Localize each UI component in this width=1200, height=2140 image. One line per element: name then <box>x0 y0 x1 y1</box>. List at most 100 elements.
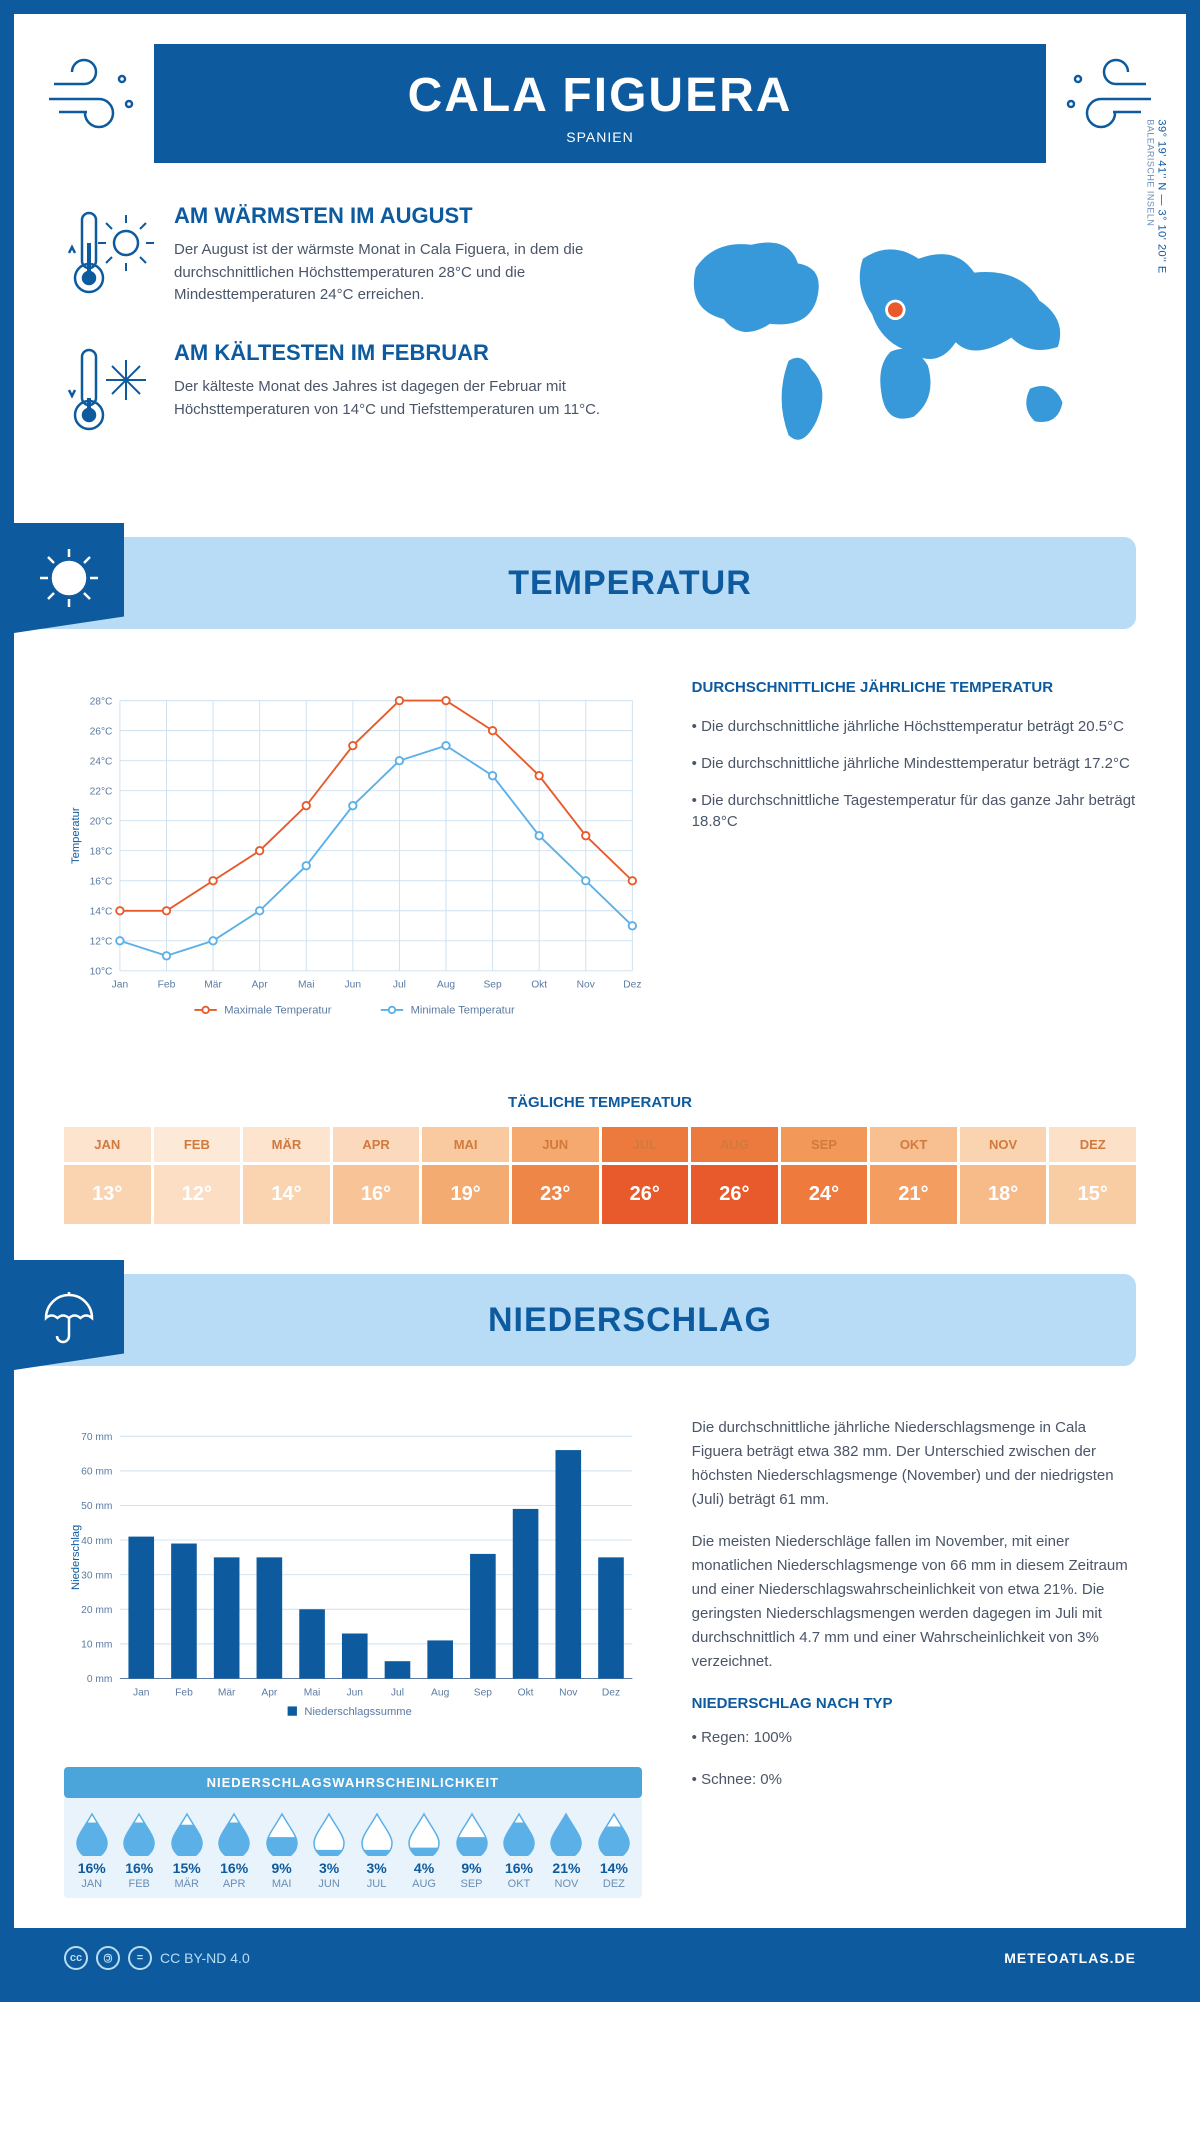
svg-text:Nov: Nov <box>559 1687 578 1698</box>
coldest-title: AM KÄLTESTEN IM FEBRUAR <box>174 340 605 366</box>
coordinates: 39° 19' 41'' N — 3° 10' 20'' E BALEARISC… <box>1145 119 1167 273</box>
wind-icon <box>1056 54 1156 139</box>
svg-text:50 mm: 50 mm <box>81 1501 112 1512</box>
prob-cell: 14% DEZ <box>592 1812 635 1890</box>
svg-text:Niederschlagssumme: Niederschlagssumme <box>304 1706 411 1718</box>
prob-cell: 16% FEB <box>117 1812 160 1890</box>
location-country: SPANIEN <box>194 129 1006 145</box>
daily-temp-value: 24° <box>781 1165 868 1224</box>
sun-icon <box>14 523 124 633</box>
svg-text:22°C: 22°C <box>90 786 113 797</box>
daily-temp-value: 15° <box>1049 1165 1136 1224</box>
svg-text:Sep: Sep <box>483 980 502 991</box>
temp-bullet: • Die durchschnittliche jährliche Höchst… <box>692 716 1136 737</box>
location-title: CALA FIGUERA <box>194 68 1006 123</box>
thermometer-hot-icon <box>64 203 154 308</box>
svg-text:Feb: Feb <box>158 980 176 991</box>
svg-text:20 mm: 20 mm <box>81 1605 112 1616</box>
temp-info-heading: DURCHSCHNITTLICHE JÄHRLICHE TEMPERATUR <box>692 679 1136 696</box>
svg-text:Jul: Jul <box>391 1687 404 1698</box>
daily-temp-value: 18° <box>960 1165 1047 1224</box>
svg-text:Mär: Mär <box>218 1687 236 1698</box>
cc-icon: cc <box>64 1946 88 1970</box>
daily-month: FEB <box>154 1127 241 1162</box>
precip-type-bullet: • Regen: 100% <box>692 1726 1136 1750</box>
svg-text:Apr: Apr <box>252 980 269 991</box>
prob-cell: 3% JUL <box>355 1812 398 1890</box>
prob-cell: 21% NOV <box>545 1812 588 1890</box>
prob-cell: 15% MÄR <box>165 1812 208 1890</box>
svg-text:Apr: Apr <box>261 1687 278 1698</box>
precip-prob-heading: NIEDERSCHLAGSWAHRSCHEINLICHKEIT <box>64 1767 642 1798</box>
wind-icon <box>44 54 144 139</box>
daily-month: JAN <box>64 1127 151 1162</box>
temperature-info: DURCHSCHNITTLICHE JÄHRLICHE TEMPERATUR •… <box>692 679 1136 1044</box>
svg-text:Maximale Temperatur: Maximale Temperatur <box>224 1005 331 1017</box>
precip-by-type-heading: NIEDERSCHLAG NACH TYP <box>692 1692 1136 1716</box>
prob-cell: 16% OKT <box>497 1812 540 1890</box>
prob-cell: 9% MAI <box>260 1812 303 1890</box>
coldest-block: AM KÄLTESTEN IM FEBRUAR Der kälteste Mon… <box>64 340 605 445</box>
svg-text:Mai: Mai <box>298 980 315 991</box>
license: cc 🄯 = CC BY-ND 4.0 <box>64 1946 250 1970</box>
svg-text:Temperatur: Temperatur <box>70 807 82 864</box>
svg-text:Jan: Jan <box>112 980 129 991</box>
svg-text:Jul: Jul <box>393 980 406 991</box>
precip-section-bar: NIEDERSCHLAG <box>14 1274 1136 1366</box>
daily-month: SEP <box>781 1127 868 1162</box>
daily-temp-value: 23° <box>512 1165 599 1224</box>
daily-temp-value: 12° <box>154 1165 241 1224</box>
svg-text:Mär: Mär <box>204 980 222 991</box>
temperature-line-chart: 10°C12°C14°C16°C18°C20°C22°C24°C26°C28°C… <box>64 679 642 1044</box>
daily-temp-value: 19° <box>422 1165 509 1224</box>
daily-month: JUL <box>602 1127 689 1162</box>
svg-text:Niederschlag: Niederschlag <box>70 1525 82 1590</box>
svg-text:10°C: 10°C <box>90 967 113 978</box>
umbrella-icon <box>14 1260 124 1370</box>
svg-text:14°C: 14°C <box>90 906 113 917</box>
temperature-section-bar: TEMPERATUR <box>14 537 1136 629</box>
precip-probability-box: NIEDERSCHLAGSWAHRSCHEINLICHKEIT 16% JAN … <box>64 1767 642 1898</box>
daily-month: DEZ <box>1049 1127 1136 1162</box>
svg-text:18°C: 18°C <box>90 846 113 857</box>
daily-month: APR <box>333 1127 420 1162</box>
nd-icon: = <box>128 1946 152 1970</box>
svg-text:Feb: Feb <box>175 1687 193 1698</box>
svg-text:Sep: Sep <box>474 1687 493 1698</box>
svg-text:Okt: Okt <box>518 1687 534 1698</box>
svg-text:0 mm: 0 mm <box>87 1674 113 1685</box>
daily-temp-value: 26° <box>602 1165 689 1224</box>
svg-text:12°C: 12°C <box>90 937 113 948</box>
temp-bullet: • Die durchschnittliche jährliche Mindes… <box>692 753 1136 774</box>
precip-paragraph: Die meisten Niederschläge fallen im Nove… <box>692 1530 1136 1674</box>
prob-cell: 9% SEP <box>450 1812 493 1890</box>
svg-text:70 mm: 70 mm <box>81 1432 112 1443</box>
temp-bullet: • Die durchschnittliche Tagestemperatur … <box>692 790 1136 832</box>
daily-temp-value: 16° <box>333 1165 420 1224</box>
header: CALA FIGUERA SPANIEN <box>14 44 1186 163</box>
license-text: CC BY-ND 4.0 <box>160 1950 250 1966</box>
svg-text:24°C: 24°C <box>90 756 113 767</box>
svg-text:Okt: Okt <box>531 980 547 991</box>
prob-cell: 16% JAN <box>70 1812 113 1890</box>
svg-text:Nov: Nov <box>577 980 596 991</box>
prob-cell: 4% AUG <box>402 1812 445 1890</box>
daily-month: OKT <box>870 1127 957 1162</box>
svg-text:Dez: Dez <box>602 1687 620 1698</box>
daily-temp-table: JANFEBMÄRAPRMAIJUNJULAUGSEPOKTNOVDEZ13°1… <box>64 1127 1136 1224</box>
world-map <box>645 203 1136 468</box>
thermometer-cold-icon <box>64 340 154 445</box>
daily-temp-value: 13° <box>64 1165 151 1224</box>
coldest-text: Der kälteste Monat des Jahres ist dagege… <box>174 376 605 421</box>
precip-heading: NIEDERSCHLAG <box>124 1301 1136 1340</box>
svg-text:20°C: 20°C <box>90 816 113 827</box>
svg-text:26°C: 26°C <box>90 726 113 737</box>
by-icon: 🄯 <box>96 1946 120 1970</box>
daily-month: NOV <box>960 1127 1047 1162</box>
daily-temp-value: 14° <box>243 1165 330 1224</box>
precip-bar-chart: 0 mm10 mm20 mm30 mm40 mm50 mm60 mm70 mmJ… <box>64 1416 642 1741</box>
svg-text:30 mm: 30 mm <box>81 1570 112 1581</box>
brand: METEOATLAS.DE <box>1004 1950 1136 1966</box>
overview: AM WÄRMSTEN IM AUGUST Der August ist der… <box>14 203 1186 517</box>
svg-text:10 mm: 10 mm <box>81 1640 112 1651</box>
